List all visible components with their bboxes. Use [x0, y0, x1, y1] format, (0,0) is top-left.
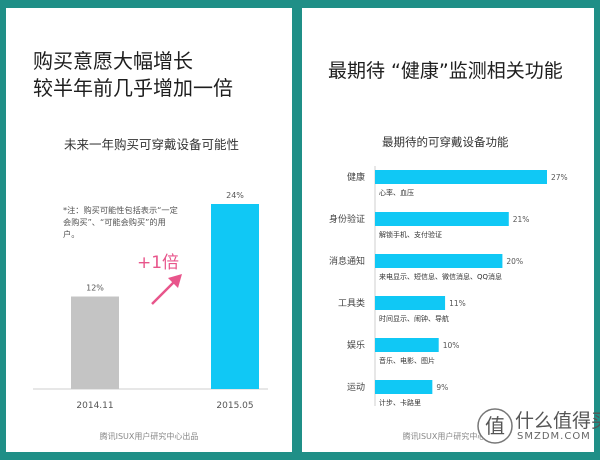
hbar-2 [375, 254, 503, 268]
hbar-0 [375, 170, 547, 184]
left-panel: 购买意愿大幅增长 较半年前几乎增加一倍 未来一年购买可穿戴设备可能性 *注：购买… [6, 8, 292, 452]
x-tick-label: 2015.05 [216, 401, 253, 411]
feature-description: 心率、血压 [379, 188, 414, 197]
left-footer: 腾讯ISUX用户研究中心出品 [99, 432, 199, 441]
right-footer: 腾讯ISUX用户研究中心出 [402, 432, 494, 441]
hbar-3 [375, 296, 446, 310]
feature-description: 时间显示、闹钟、导航 [379, 314, 449, 323]
left-chart-title: 未来一年购买可穿戴设备可能性 [64, 137, 240, 152]
purchase-likelihood-chart: 12% 2014.11 24% 2015.05 [33, 191, 268, 411]
bar-value-label: 24% [226, 191, 244, 200]
watermark-sub: SMZDM.COM [517, 431, 591, 442]
watermark-text: 什么值得买 [515, 410, 600, 432]
left-headline-line-2: 较半年前几乎增加一倍 [33, 76, 233, 100]
smzdm-logo-icon: 值 [477, 408, 513, 444]
category-label: 工具类 [338, 297, 365, 309]
svg-text:值: 值 [485, 414, 505, 438]
right-panel: 最期待 “健康”监测相关功能 最期待的可穿戴设备功能 健康 27% 心率、血压身份验… [302, 8, 594, 452]
category-label: 娱乐 [347, 339, 365, 351]
hbar-value-label: 20% [506, 257, 523, 266]
growth-arrow-line [151, 279, 177, 305]
hbar-5 [375, 380, 433, 394]
bar-2014.11 [71, 296, 119, 389]
feature-description: 音乐、电影、图片 [379, 356, 435, 365]
hbar-value-label: 11% [449, 299, 466, 308]
category-label: 身份验证 [329, 213, 365, 225]
category-label: 消息通知 [329, 255, 365, 267]
right-headline: 最期待 “健康”监测相关功能 [328, 60, 563, 82]
smzdm-watermark: 值 什么值得买 SMZDM.COM [477, 404, 600, 454]
bar-2015.05 [211, 204, 259, 389]
category-label: 健康 [347, 171, 365, 183]
hbar-value-label: 10% [443, 341, 460, 350]
hbar-4 [375, 338, 439, 352]
feature-description: 解锁手机、支付验证 [379, 230, 442, 239]
hbar-value-label: 21% [513, 215, 530, 224]
purchase-note: *注：购买可能性包括表示“一定会购买”、“可能会购买”的用户。 [63, 205, 178, 239]
bar-value-label: 12% [86, 284, 104, 293]
growth-arrow-head [168, 274, 182, 288]
left-headline: 购买意愿大幅增长 较半年前几乎增加一倍 [33, 48, 233, 102]
left-headline-line-1: 购买意愿大幅增长 [33, 49, 193, 73]
x-tick-label: 2014.11 [76, 401, 113, 411]
feature-description: 计步、卡路里 [379, 398, 421, 407]
right-chart-title: 最期待的可穿戴设备功能 [382, 135, 509, 149]
hbar-value-label: 9% [436, 383, 448, 392]
multiplier-label: +1倍 [137, 253, 180, 273]
category-label: 运动 [347, 382, 365, 393]
feature-description: 来电显示、短信息、微信消息、QQ消息 [379, 272, 502, 281]
hbar-1 [375, 212, 509, 226]
hbar-value-label: 27% [551, 173, 568, 182]
